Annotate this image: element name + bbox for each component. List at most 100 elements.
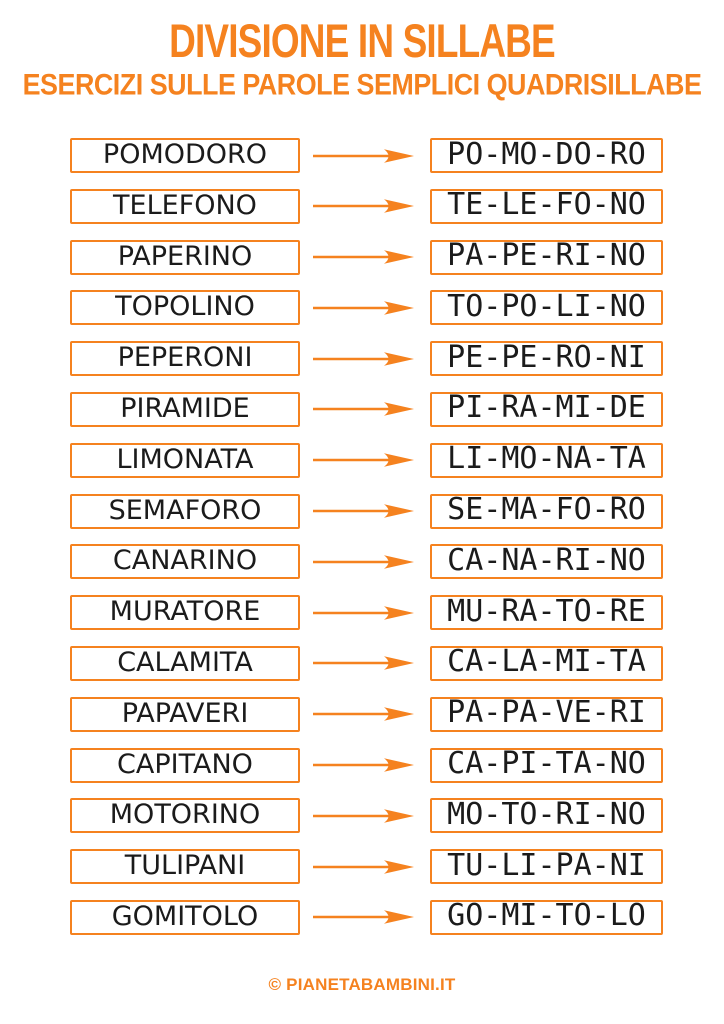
worksheet-title: DIVISIONE IN SILLABE bbox=[169, 15, 556, 68]
word-label: MOTORINO bbox=[109, 799, 261, 831]
word-label: TELEFONO bbox=[113, 189, 257, 221]
word-label: PAPAVERI bbox=[121, 697, 249, 729]
word-box: GOMITOLO bbox=[70, 899, 300, 935]
arrow-right-icon bbox=[300, 290, 430, 325]
arrow-right-icon bbox=[300, 798, 430, 833]
syllables-box: CA-PI-TA-NO bbox=[430, 747, 663, 783]
exercise-row: TULIPANI TU-LI-PA-NI bbox=[70, 849, 663, 885]
syllables-label: PO-MO-DO-RO bbox=[447, 138, 646, 172]
arrow-right-icon bbox=[300, 240, 430, 275]
arrow-right-icon bbox=[300, 900, 430, 935]
exercise-row: POMODORO PO-MO-DO-RO bbox=[70, 138, 663, 173]
word-box: POMODORO bbox=[70, 138, 300, 173]
syllables-box: PO-MO-DO-RO bbox=[430, 138, 663, 173]
word-label: MURATORE bbox=[109, 596, 261, 628]
syllables-label: TU-LI-PA-NI bbox=[447, 849, 646, 883]
exercise-row: CANARINO CA-NA-RI-NO bbox=[70, 544, 663, 580]
exercise-row: SEMAFORO SE-MA-FO-RO bbox=[70, 493, 663, 529]
exercise-row: PIRAMIDE PI-RA-MI-DE bbox=[70, 391, 663, 427]
syllables-label: PA-PA-VE-RI bbox=[447, 696, 646, 731]
syllables-box: TE-LE-FO-NO bbox=[430, 188, 663, 224]
arrow-right-icon bbox=[300, 443, 430, 478]
syllables-box: MU-RA-TO-RE bbox=[430, 595, 663, 631]
arrow-right-icon bbox=[300, 544, 430, 579]
exercise-row: CAPITANO CA-PI-TA-NO bbox=[70, 747, 663, 783]
word-box: PIRAMIDE bbox=[70, 391, 300, 427]
syllables-label: TE-LE-FO-NO bbox=[447, 188, 646, 223]
word-label: POMODORO bbox=[102, 139, 268, 170]
arrow-right-icon bbox=[300, 494, 430, 529]
worksheet-subtitle: ESERCIZI SULLE PAROLE SEMPLICI QUADRISIL… bbox=[22, 68, 702, 101]
word-label: CALAMITA bbox=[117, 646, 253, 678]
arrow-right-icon bbox=[300, 138, 430, 173]
syllables-label: CA-PI-TA-NO bbox=[447, 747, 646, 782]
copyright-footer: © PIANETABAMBINI.IT bbox=[268, 975, 456, 994]
syllables-box: MO-TO-RI-NO bbox=[430, 798, 663, 834]
word-box: CALAMITA bbox=[70, 645, 300, 681]
arrow-right-icon bbox=[300, 392, 430, 427]
syllables-box: CA-LA-MI-TA bbox=[430, 645, 663, 681]
syllables-label: GO-MI-TO-LO bbox=[447, 899, 646, 934]
worksheet-header: DIVISIONE IN SILLABE ESERCIZI SULLE PARO… bbox=[0, 0, 724, 99]
arrow-right-icon bbox=[300, 849, 430, 884]
syllables-label: PI-RA-MI-DE bbox=[447, 391, 646, 426]
exercise-row: MOTORINO MO-TO-RI-NO bbox=[70, 798, 663, 834]
syllables-box: LI-MO-NA-TA bbox=[430, 442, 663, 478]
syllables-label: CA-NA-RI-NO bbox=[447, 544, 646, 578]
word-label: PIRAMIDE bbox=[120, 392, 250, 424]
word-label: PAPERINO bbox=[117, 240, 253, 272]
word-box: LIMONATA bbox=[70, 442, 300, 478]
word-label: PEPERONI bbox=[117, 342, 253, 374]
syllables-box: PA-PA-VE-RI bbox=[430, 696, 663, 732]
word-box: TELEFONO bbox=[70, 188, 300, 224]
word-box: PAPAVERI bbox=[70, 696, 300, 732]
word-label: TULIPANI bbox=[124, 850, 246, 882]
syllables-box: SE-MA-FO-RO bbox=[430, 493, 663, 529]
word-label: LIMONATA bbox=[116, 443, 254, 475]
syllables-label: SE-MA-FO-RO bbox=[447, 493, 646, 528]
word-box: CAPITANO bbox=[70, 747, 300, 783]
syllables-box: TO-PO-LI-NO bbox=[430, 290, 663, 326]
word-box: CANARINO bbox=[70, 544, 300, 580]
exercise-row: TELEFONO TE-LE-FO-NO bbox=[70, 188, 663, 224]
arrow-right-icon bbox=[300, 189, 430, 224]
word-box: SEMAFORO bbox=[70, 493, 300, 529]
word-box: PAPERINO bbox=[70, 239, 300, 275]
exercise-row: LIMONATA LI-MO-NA-TA bbox=[70, 442, 663, 478]
syllables-label: PE-PE-RO-NI bbox=[447, 341, 646, 375]
word-label: TOPOLINO bbox=[115, 291, 255, 323]
word-box: TOPOLINO bbox=[70, 290, 300, 326]
syllables-box: TU-LI-PA-NI bbox=[430, 849, 663, 885]
word-box: MURATORE bbox=[70, 595, 300, 631]
exercise-list: POMODORO PO-MO-DO-RO TELEFONO TE-LE-FO-N… bbox=[70, 138, 663, 935]
exercise-row: PAPAVERI PA-PA-VE-RI bbox=[70, 696, 663, 732]
exercise-row: GOMITOLO GO-MI-TO-LO bbox=[70, 899, 663, 935]
word-label: GOMITOLO bbox=[111, 900, 259, 932]
arrow-right-icon bbox=[300, 697, 430, 732]
word-label: SEMAFORO bbox=[108, 494, 262, 526]
exercise-row: PEPERONI PE-PE-RO-NI bbox=[70, 341, 663, 377]
arrow-right-icon bbox=[300, 748, 430, 783]
word-label: CAPITANO bbox=[117, 748, 253, 780]
exercise-row: TOPOLINO TO-PO-LI-NO bbox=[70, 290, 663, 326]
syllables-label: MO-TO-RI-NO bbox=[447, 798, 646, 832]
syllables-label: CA-LA-MI-TA bbox=[447, 645, 646, 680]
word-box: TULIPANI bbox=[70, 849, 300, 885]
arrow-right-icon bbox=[300, 646, 430, 681]
syllables-label: MU-RA-TO-RE bbox=[447, 595, 646, 629]
arrow-right-icon bbox=[300, 341, 430, 376]
word-label: CANARINO bbox=[112, 545, 258, 577]
exercise-row: MURATORE MU-RA-TO-RE bbox=[70, 595, 663, 631]
syllables-label: PA-PE-RI-NO bbox=[447, 239, 646, 274]
syllables-box: PE-PE-RO-NI bbox=[430, 341, 663, 377]
syllables-box: PA-PE-RI-NO bbox=[430, 239, 663, 275]
syllables-label: TO-PO-LI-NO bbox=[447, 290, 646, 324]
word-box: MOTORINO bbox=[70, 798, 300, 834]
exercise-row: CALAMITA CA-LA-MI-TA bbox=[70, 645, 663, 681]
syllables-box: PI-RA-MI-DE bbox=[430, 391, 663, 427]
arrow-right-icon bbox=[300, 595, 430, 630]
exercise-row: PAPERINO PA-PE-RI-NO bbox=[70, 239, 663, 275]
syllables-box: GO-MI-TO-LO bbox=[430, 899, 663, 935]
word-box: PEPERONI bbox=[70, 341, 300, 377]
